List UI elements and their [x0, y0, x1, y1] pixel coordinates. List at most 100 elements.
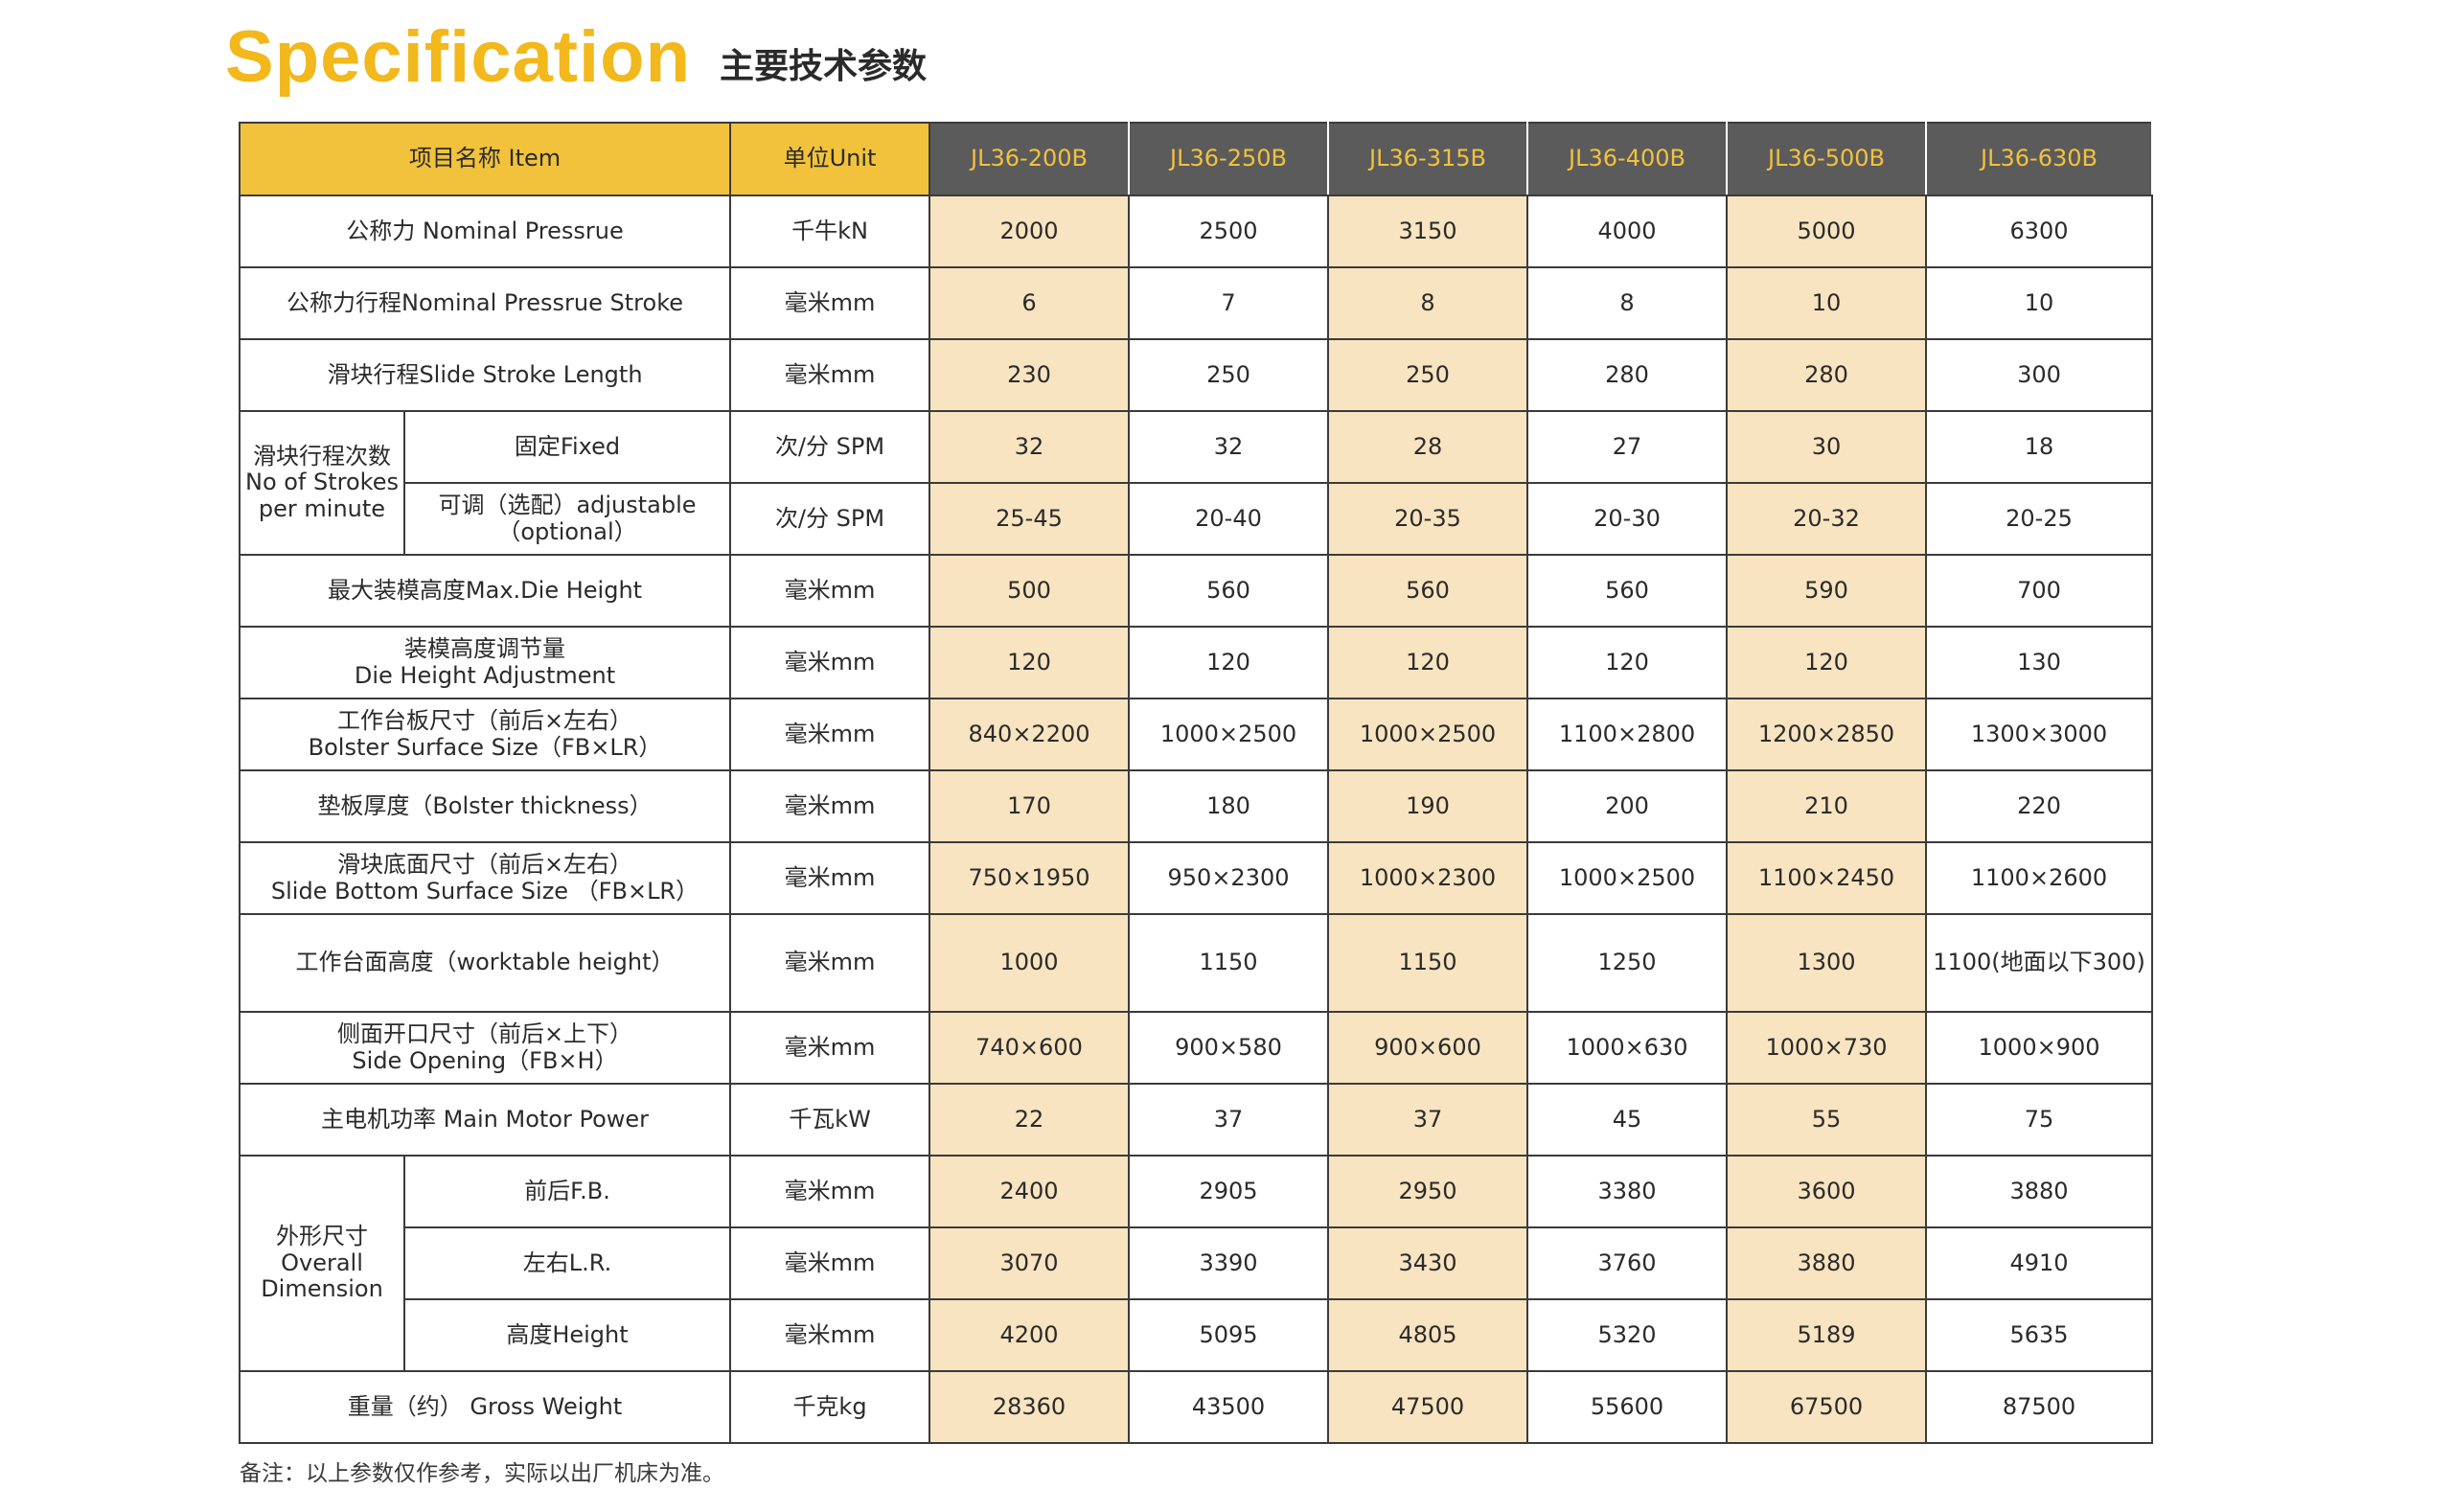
header-item: 项目名称 Item: [238, 122, 732, 196]
table-header-row: 项目名称 Item 单位Unit JL36-200B JL36-250B JL3…: [238, 122, 2154, 196]
row-unit: 毫米mm: [729, 698, 931, 771]
table-cell: 560: [1128, 554, 1330, 628]
table-cell: 840×2200: [928, 698, 1131, 771]
row-group-label: 外形尺寸 Overall Dimension: [239, 1155, 405, 1372]
row-label: 滑块行程Slide Stroke Length: [238, 338, 732, 412]
table-cell: 2500: [1128, 195, 1330, 268]
table-cell: 55600: [1526, 1370, 1729, 1444]
table-row: 公称力行程Nominal Pressrue Stroke 毫米mm 6 7 8 …: [238, 266, 2154, 340]
table-cell: 43500: [1128, 1370, 1330, 1444]
row-unit: 毫米mm: [729, 1298, 931, 1372]
table-cell: 2950: [1327, 1155, 1529, 1228]
table-cell: 250: [1327, 338, 1529, 412]
table-cell: 1000×900: [1925, 1011, 2154, 1085]
footnote: 备注：以上参数仅作参考，实际以出厂机床为准。: [240, 1461, 724, 1486]
row-label: 可调（选配）adjustable （optional）: [402, 482, 732, 556]
table-cell: 120: [928, 626, 1131, 699]
table-cell: 1000: [928, 913, 1131, 1013]
header-model: JL36-630B: [1925, 122, 2154, 196]
row-unit: 毫米mm: [729, 266, 931, 340]
table-row: 重量（约） Gross Weight 千克kg 28360 43500 4750…: [238, 1370, 2154, 1444]
table-row: 公称力 Nominal Pressrue 千牛kN 2000 2500 3150…: [238, 195, 2154, 268]
table-cell: 3070: [928, 1226, 1131, 1300]
table-cell: 8: [1327, 266, 1529, 340]
table-row: 滑块行程Slide Stroke Length 毫米mm 230 250 250…: [238, 338, 2154, 412]
table-cell: 1150: [1327, 913, 1529, 1013]
table-row: 最大装模高度Max.Die Height 毫米mm 500 560 560 56…: [238, 554, 2154, 628]
table-cell: 900×580: [1128, 1011, 1330, 1085]
table-cell: 750×1950: [928, 841, 1131, 915]
header-model: JL36-200B: [928, 122, 1131, 196]
table-cell: 3430: [1327, 1226, 1529, 1300]
table-cell: 18: [1925, 410, 2154, 484]
table-cell: 67500: [1726, 1370, 1928, 1444]
table-cell: 1000×2300: [1327, 841, 1529, 915]
row-unit: 毫米mm: [729, 338, 931, 412]
table-cell: 20-40: [1128, 482, 1330, 556]
table-cell: 45: [1526, 1083, 1729, 1157]
table-cell: 700: [1925, 554, 2154, 628]
row-label: 固定Fixed: [402, 410, 732, 484]
table-cell: 3880: [1726, 1226, 1928, 1300]
table-cell: 170: [928, 769, 1131, 843]
row-unit: 毫米mm: [729, 1011, 931, 1085]
row-label: 重量（约） Gross Weight: [238, 1370, 732, 1444]
table-cell: 300: [1925, 338, 2154, 412]
row-label-line: 装模高度调节量: [404, 634, 565, 662]
table-cell: 190: [1327, 769, 1529, 843]
row-label-line: 工作台板尺寸（前后×左右）: [336, 706, 633, 734]
table-cell: 37: [1128, 1083, 1330, 1157]
table-cell: 200: [1526, 769, 1729, 843]
row-unit: 次/分 SPM: [729, 482, 931, 556]
table-cell: 32: [928, 410, 1131, 484]
table-cell: 4000: [1526, 195, 1729, 268]
table-cell: 560: [1327, 554, 1529, 628]
table-cell: 20-30: [1526, 482, 1729, 556]
page-header: Specification 主要技术参数: [225, 8, 927, 94]
table-cell: 180: [1128, 769, 1330, 843]
table-cell: 280: [1726, 338, 1928, 412]
table-cell: 280: [1526, 338, 1729, 412]
table-cell: 1300×3000: [1925, 698, 2154, 771]
table-cell: 1000×730: [1726, 1011, 1928, 1085]
table-row: 侧面开口尺寸（前后×上下） Side Opening（FB×H） 毫米mm 74…: [238, 1011, 2154, 1085]
row-label: 公称力行程Nominal Pressrue Stroke: [238, 266, 732, 340]
table-cell: 3600: [1726, 1155, 1928, 1228]
table-row: 工作台面高度（worktable height） 毫米mm 1000 1150 …: [238, 913, 2154, 1013]
table-cell: 120: [1726, 626, 1928, 699]
header-unit: 单位Unit: [729, 122, 931, 196]
table-cell: 28: [1327, 410, 1529, 484]
table-cell: 250: [1128, 338, 1330, 412]
row-unit: 毫米mm: [729, 1226, 931, 1300]
row-label: 高度Height: [402, 1298, 732, 1372]
row-label-line: Die Height Adjustment: [354, 661, 616, 689]
group-label-en: Overall: [281, 1249, 363, 1276]
table-cell: 32: [1128, 410, 1330, 484]
row-label: 侧面开口尺寸（前后×上下） Side Opening（FB×H）: [238, 1011, 732, 1085]
table-cell: 4200: [928, 1298, 1131, 1372]
row-unit: 毫米mm: [729, 1155, 931, 1228]
row-label-line: Bolster Surface Size（FB×LR）: [308, 733, 662, 761]
row-label: 装模高度调节量 Die Height Adjustment: [238, 626, 732, 699]
group-label-en: Dimension: [261, 1275, 383, 1303]
row-group-label: 滑块行程次数 No of Strokes per minute: [239, 410, 405, 556]
table-row: 主电机功率 Main Motor Power 千瓦kW 22 37 37 45 …: [238, 1083, 2154, 1157]
table-cell: 1000×2500: [1128, 698, 1330, 771]
table-cell: 130: [1925, 626, 2154, 699]
table-cell: 500: [928, 554, 1131, 628]
table-cell: 75: [1925, 1083, 2154, 1157]
table-row: 工作台板尺寸（前后×左右） Bolster Surface Size（FB×LR…: [238, 698, 2154, 771]
table-cell: 1100×2600: [1925, 841, 2154, 915]
table-cell: 120: [1327, 626, 1529, 699]
table-cell: 1300: [1726, 913, 1928, 1013]
table-cell: 590: [1726, 554, 1928, 628]
row-unit: 千牛kN: [729, 195, 931, 268]
header-model: JL36-315B: [1327, 122, 1529, 196]
table-cell: 740×600: [928, 1011, 1131, 1085]
row-label-line: 侧面开口尺寸（前后×上下）: [336, 1019, 633, 1047]
table-cell: 20-35: [1327, 482, 1529, 556]
table-cell: 3880: [1925, 1155, 2154, 1228]
table-cell: 3390: [1128, 1226, 1330, 1300]
table-cell: 3380: [1526, 1155, 1729, 1228]
table-cell: 4910: [1925, 1226, 2154, 1300]
